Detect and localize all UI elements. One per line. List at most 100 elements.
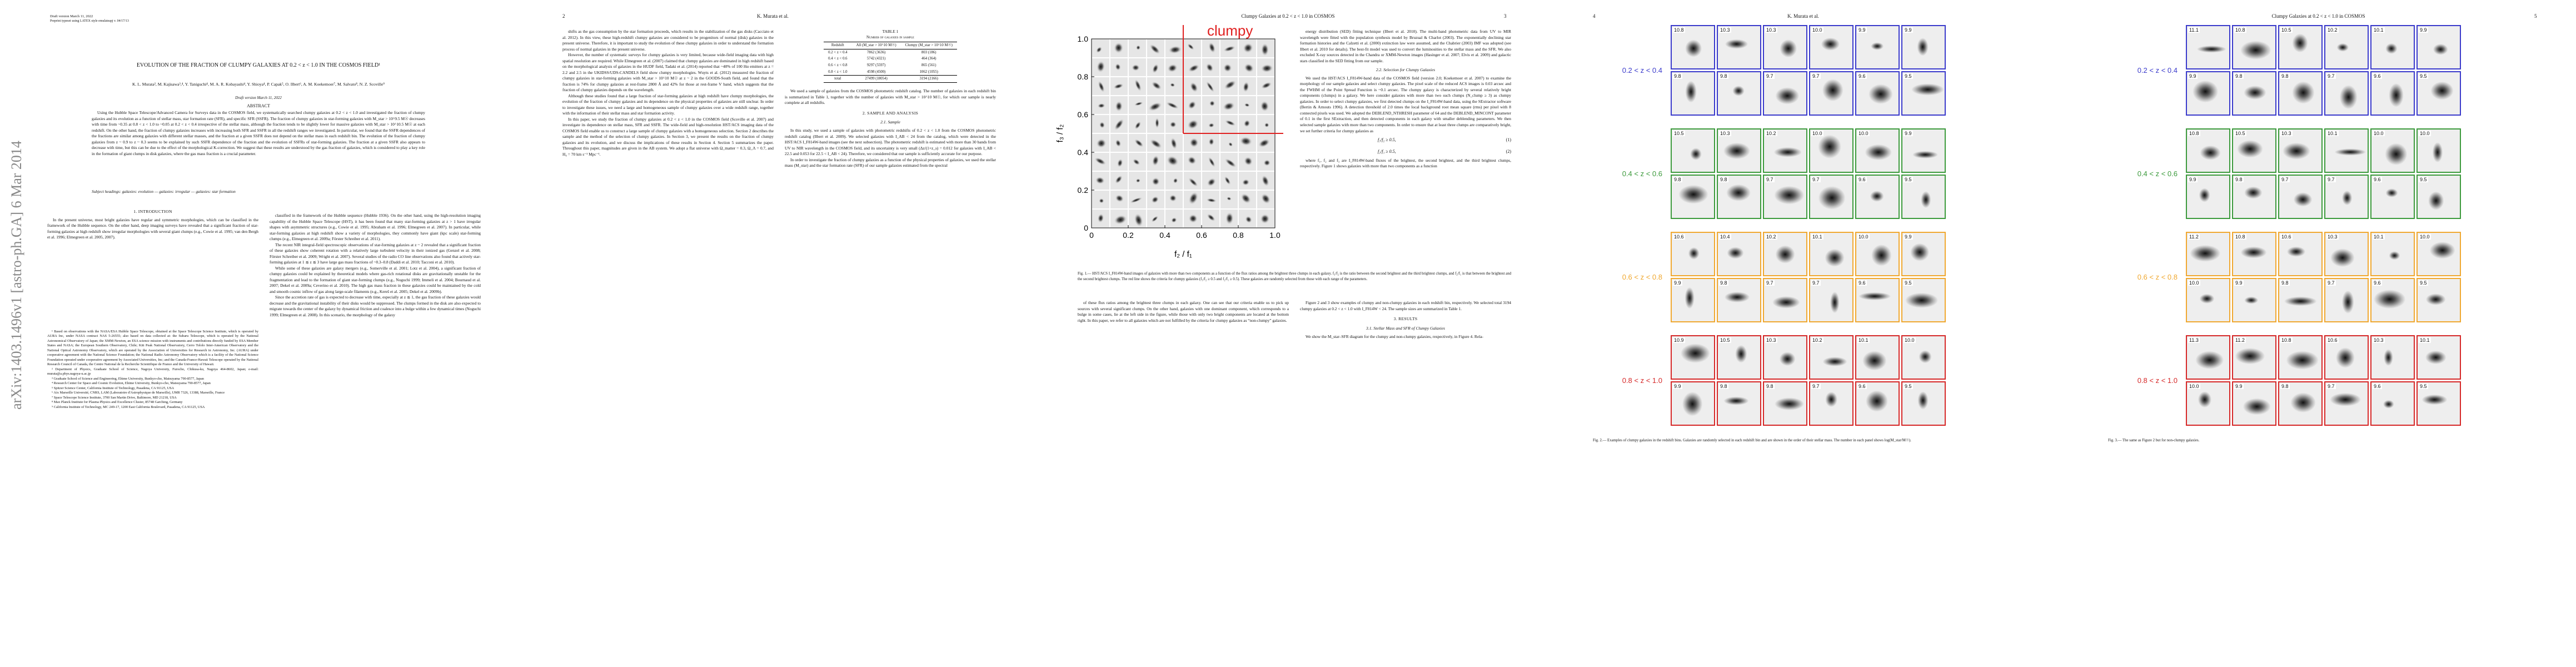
paragraph: energy distribution (SED) fitting techni… (1300, 29, 1511, 63)
galaxy (1264, 122, 1269, 128)
galaxy-stamp: 10.6 (2324, 335, 2369, 380)
stellar-mass: 9.8 (1719, 73, 1728, 79)
galaxy (1244, 156, 1253, 166)
galaxy (1207, 213, 1215, 222)
table-cell: 0.8 < z < 1.0 (828, 69, 848, 74)
stellar-mass: 10.3 (2373, 337, 2385, 343)
galaxy-stamp: 10.2 (2324, 25, 2369, 69)
galaxy (1224, 120, 1236, 126)
stellar-mass: 9.9 (2188, 177, 2198, 182)
x-tick-label: 0 (1089, 231, 1094, 240)
galaxy (1224, 80, 1237, 89)
stellar-mass: 9.9 (2234, 280, 2244, 286)
galaxy (1134, 79, 1142, 92)
galaxy (1225, 212, 1234, 225)
stellar-mass: 9.5 (2419, 177, 2428, 182)
galaxy (1242, 179, 1250, 186)
stellar-mass: 9.8 (1673, 73, 1682, 79)
galaxy (1095, 176, 1105, 185)
galaxy (1155, 117, 1159, 129)
galaxy (1167, 155, 1179, 166)
stellar-mass: 10.6 (2326, 337, 2339, 343)
galaxy-stamp: 9.9 (1671, 278, 1715, 322)
equation: f₃/f₂ ≥ 0.5, (1) (1300, 134, 1511, 146)
galaxy (1188, 214, 1198, 223)
paragraph: ¹ Based on observations with the NASA/ES… (47, 329, 258, 367)
running-head: Clumpy Galaxies at 0.2 < z < 1.0 in COSM… (1241, 13, 1335, 19)
galaxy (1260, 213, 1270, 224)
galaxy-stamp: 9.8 (1717, 381, 1761, 426)
galaxy (1188, 64, 1200, 72)
galaxy (1152, 63, 1159, 73)
galaxy (1097, 213, 1104, 223)
stellar-mass: 9.9 (1904, 234, 1913, 240)
galaxy-stamp: 9.9 (2186, 175, 2230, 219)
stellar-mass: 10.9 (1673, 337, 1685, 343)
galaxy-stamp: 9.8 (1717, 278, 1761, 322)
galaxy (1152, 155, 1159, 166)
stellar-mass: 11.2 (2188, 234, 2200, 240)
stellar-mass: 10.1 (1811, 234, 1823, 240)
galaxy (1151, 216, 1159, 222)
stellar-mass: 10.6 (2280, 234, 2293, 240)
galaxy-stamp: 10.6 (1671, 232, 1715, 276)
galaxy (1096, 46, 1102, 53)
table-row: 0.2 < z < 0.4 7862 (3636) 803 (186) (824, 49, 957, 56)
galaxy (1209, 100, 1215, 107)
galaxy (1260, 64, 1273, 73)
galaxy (1151, 81, 1162, 90)
galaxy (1260, 82, 1272, 89)
column-header: All (M_star > 10^10 M☉) (856, 43, 896, 48)
galaxy-stamp: 10.2 (1763, 232, 1807, 276)
stellar-mass: 10.3 (1765, 27, 1777, 33)
galaxy-stamp: 10.1 (1855, 335, 1900, 380)
galaxy (1188, 101, 1197, 109)
paragraph: While some of these galaxies are galaxy … (270, 265, 481, 294)
galaxy-stamp: 10.0 (1855, 232, 1900, 276)
stellar-mass: 10.0 (1811, 131, 1823, 136)
galaxy-stamp: 9.8 (2278, 71, 2323, 116)
galaxy (1208, 123, 1215, 128)
galaxy (1223, 46, 1236, 52)
paragraph: In this study, we used a sample of galax… (785, 128, 996, 157)
galaxy (1173, 178, 1178, 184)
column: shifts as the gas consumption by the sta… (562, 29, 774, 157)
galaxy (1244, 63, 1254, 73)
stellar-mass: 9.6 (1857, 384, 1867, 389)
galaxy-stamp: 9.5 (2416, 71, 2461, 116)
table-cell: 865 (561) (921, 63, 936, 68)
paragraph: In this paper, we study the fraction of … (562, 116, 774, 157)
galaxy (1208, 42, 1215, 53)
galaxy-stamp: 10.3 (1717, 128, 1761, 173)
table-caption: Number of galaxies in sample (866, 35, 914, 39)
table-row: total 27499 (18054) 3194 (2166) (824, 75, 957, 83)
text-block: We used the HST/ACS I_F814W-band data of… (1300, 76, 1511, 134)
galaxy-stamp: 10.5 (2232, 128, 2276, 173)
galaxy-stamp: 11.1 (2186, 25, 2230, 69)
galaxy-stamp: 10.4 (1717, 232, 1761, 276)
table-row: 0.4 < z < 0.6 5742 (4321) 464 (364) (824, 56, 957, 62)
galaxy-stamp: 9.7 (1809, 175, 1853, 219)
stellar-mass: 9.7 (1765, 177, 1775, 182)
galaxy-stamp: 10.8 (1671, 25, 1715, 69)
galaxy-stamp: 9.6 (1855, 381, 1900, 426)
galaxy (1149, 44, 1160, 54)
y-tick-label: 0.6 (1078, 110, 1089, 119)
stellar-mass: 9.8 (2280, 384, 2290, 389)
galaxy-stamp: 9.7 (2324, 175, 2369, 219)
paragraph: ⁸ Max Planck Institute for Plasma Physic… (52, 400, 183, 405)
table-cell: 0.4 < z < 0.6 (828, 57, 848, 61)
subject-headings: Subject headings: galaxies: evolution — … (92, 189, 236, 194)
axis-ticks: 0 0.2 0.4 0.6 0.8 1.0 0 0.2 0.4 0.6 0.8 1.0 (1078, 34, 1280, 240)
stellar-mass: 9.9 (2419, 27, 2428, 33)
x-axis-label: f₂ / f₁ (1174, 250, 1192, 259)
equation-text: f₂/f₁ ≥ 0.5, (1378, 149, 1396, 155)
galaxy (1099, 198, 1104, 203)
stellar-mass: 9.5 (2419, 280, 2428, 286)
paragraph: where f₁, f₂ and f₃ are I_F814W-band flu… (1300, 157, 1511, 169)
text-block: shifts as the gas consumption by the sta… (562, 29, 774, 157)
running-head: K. Murata et al. (1787, 13, 1819, 19)
galaxy (1169, 121, 1177, 128)
galaxy-stamp: 9.5 (2416, 381, 2461, 426)
